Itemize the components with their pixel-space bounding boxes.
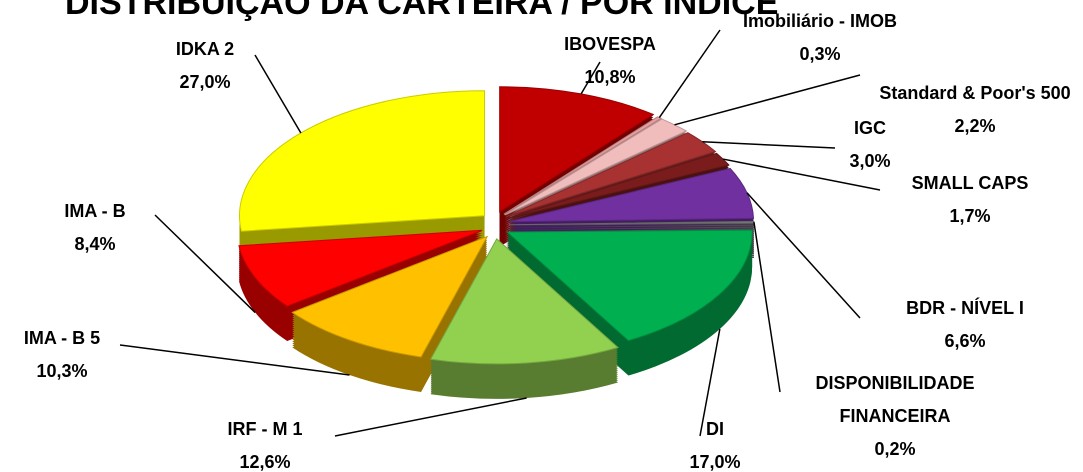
label-value: 3,0% [849, 151, 891, 171]
data-label: IMA - B 8,4% [35, 195, 155, 261]
data-label: DI 17,0% [675, 413, 755, 472]
leader-line [154, 214, 256, 314]
label-name: IRF - M 1 [227, 419, 303, 439]
leader-line [334, 397, 527, 437]
slice [291, 235, 489, 358]
leader-line [580, 61, 601, 95]
data-label: Imobiliário - IMOB 0,3% [705, 5, 935, 71]
label-name: DI [706, 419, 724, 439]
data-label: Standard & Poor's 500 2,2% [875, 77, 1075, 143]
leader-line [753, 222, 781, 393]
leader-line [254, 54, 302, 134]
slice [499, 86, 655, 213]
data-label: IGC 3,0% [830, 112, 910, 178]
leader-line [702, 141, 836, 149]
label-name: IGC [853, 118, 886, 138]
label-name: IBOVESPA [564, 34, 656, 54]
leader-line [658, 29, 721, 118]
label-name: SMALL CAPS [911, 173, 1029, 193]
label-value: 10,3% [36, 361, 88, 381]
label-value: 6,6% [944, 331, 986, 351]
slice [429, 238, 619, 365]
slice-side [508, 224, 754, 228]
label-value: 12,6% [239, 452, 291, 472]
label-value: 0,3% [799, 44, 841, 64]
label-name: DISPONIBILIDADE FINANCEIRA [815, 373, 975, 426]
slice [504, 118, 688, 216]
leader-line [746, 192, 861, 319]
data-label: IMA - B 5 10,3% [2, 322, 122, 388]
label-value: 1,7% [949, 206, 991, 226]
leader-line [699, 328, 721, 437]
label-name: IDKA 2 [175, 39, 235, 59]
data-label: IDKA 2 27,0% [150, 33, 260, 99]
label-name: Standard & Poor's 500 [879, 83, 1071, 103]
data-label: SMALL CAPS 1,7% [885, 167, 1055, 233]
label-name: BDR - NÍVEL I [906, 298, 1024, 318]
data-label: BDR - NÍVEL I 6,6% [880, 292, 1050, 358]
label-name: Imobiliário - IMOB [742, 11, 897, 31]
label-value: 2,2% [954, 116, 996, 136]
slice [505, 229, 753, 342]
slice-side [508, 226, 754, 230]
data-label: DISPONIBILIDADE FINANCEIRA 0,2% [780, 367, 1010, 466]
slice [239, 90, 486, 232]
chart-title: DISTRIBUIÇÃO DA CARTEIRA / POR ÍNDICE [65, 0, 779, 22]
label-value: 8,4% [74, 234, 116, 254]
leader-line [119, 344, 350, 376]
label-value: 17,0% [689, 452, 741, 472]
data-label: IBOVESPA 10,8% [540, 28, 680, 94]
label-value: 0,2% [874, 439, 916, 459]
leader-line [722, 158, 881, 191]
slice-side [508, 228, 754, 232]
label-name: IMA - B [64, 201, 126, 221]
slice [238, 229, 483, 307]
leader-line [674, 74, 861, 126]
label-name: IMA - B 5 [23, 328, 101, 348]
data-label: IRF - M 1 12,6% [205, 413, 325, 472]
label-value: 27,0% [179, 72, 231, 92]
label-value: 10,8% [584, 67, 636, 87]
